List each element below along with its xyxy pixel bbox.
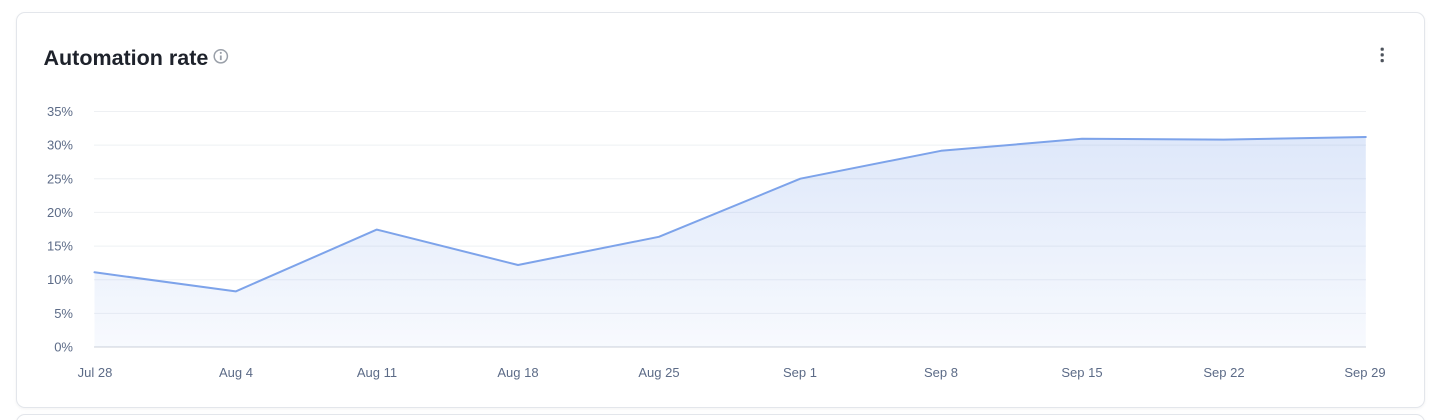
svg-text:20%: 20% [47,205,73,220]
svg-text:Aug 11: Aug 11 [357,365,397,380]
svg-text:Aug 4: Aug 4 [219,365,253,380]
svg-text:0%: 0% [54,340,73,355]
svg-text:Aug 18: Aug 18 [497,365,538,380]
svg-text:Sep 1: Sep 1 [783,365,817,380]
svg-text:30%: 30% [47,138,73,153]
svg-text:5%: 5% [54,306,73,321]
svg-text:35%: 35% [47,104,73,119]
svg-text:Sep 8: Sep 8 [924,365,958,380]
svg-text:Jul 28: Jul 28 [78,365,113,380]
svg-text:Sep 22: Sep 22 [1203,365,1244,380]
svg-text:15%: 15% [47,239,73,254]
svg-text:25%: 25% [47,171,73,186]
svg-text:10%: 10% [47,272,73,287]
svg-text:Sep 15: Sep 15 [1061,365,1102,380]
svg-text:Aug 25: Aug 25 [638,365,679,380]
svg-text:Sep 29: Sep 29 [1344,365,1385,380]
